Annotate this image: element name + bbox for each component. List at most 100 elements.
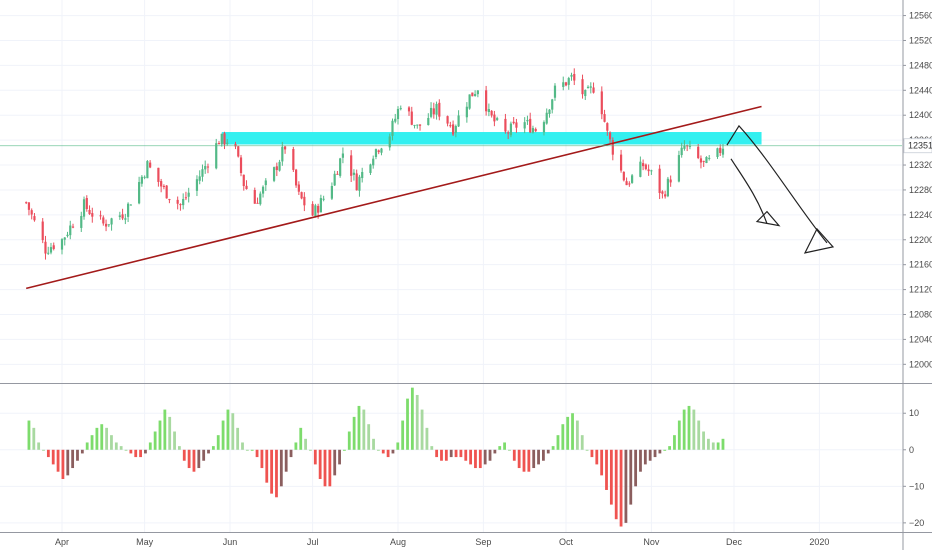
histogram-bar-negative (600, 449, 604, 476)
candle-bearish (606, 123, 609, 131)
candle-bullish (82, 199, 86, 217)
candle-bearish (534, 129, 537, 132)
candle-bullish (630, 175, 634, 183)
histogram-bar-negative (51, 449, 55, 465)
time-tick-label: Jun (223, 537, 238, 547)
histogram-bar-positive (673, 435, 676, 450)
histogram-bar-positive (114, 442, 118, 450)
candle-bullish (666, 178, 670, 197)
candle-bullish (361, 172, 364, 179)
candle-bullish (457, 115, 460, 127)
histogram-bar-positive (226, 409, 230, 450)
candle-bearish (529, 118, 532, 133)
histogram-bar-negative (187, 449, 191, 469)
price-tick-label: 12320 (909, 160, 932, 170)
candle-bearish (699, 158, 703, 163)
histogram-bar-positive (352, 416, 356, 450)
price-tick-label: 12040 (909, 334, 932, 344)
candle-bearish (30, 210, 33, 215)
candle-bullish (204, 166, 207, 170)
time-tick-label: May (136, 537, 154, 547)
candle-bullish (358, 176, 361, 191)
histogram-bar-negative (648, 449, 652, 461)
histogram-bar-positive (110, 435, 113, 450)
candle-bullish (388, 136, 391, 148)
candle-bearish (275, 166, 278, 171)
candle-bearish (564, 82, 568, 86)
candle-bullish (394, 118, 397, 122)
candle-bearish (25, 202, 28, 204)
histogram-bar-negative (279, 449, 283, 487)
candle-bullish (272, 167, 276, 181)
histogram-tick-label: −10 (909, 481, 924, 491)
candle-bullish (143, 176, 146, 178)
histogram-bar-negative (643, 449, 647, 465)
histogram-bar-negative (80, 449, 84, 454)
histogram-bar-positive (692, 409, 696, 450)
candle-bullish (476, 90, 479, 95)
candle-bullish (391, 120, 394, 136)
histogram-bar-negative (56, 449, 60, 472)
histogram-bar-negative (260, 449, 264, 469)
histogram-bar-negative (512, 449, 516, 461)
histogram-bar-positive (85, 442, 89, 450)
candle-bullish (429, 107, 433, 117)
histogram-bar-negative (202, 449, 206, 461)
histogram-bar-positive (663, 449, 667, 451)
histogram-bar-positive (575, 420, 579, 450)
candle-bullish (182, 199, 185, 206)
candle-bullish (650, 170, 653, 172)
candle-bearish (719, 147, 722, 153)
resistance-zone (221, 132, 762, 145)
price-tick-label: 12440 (909, 85, 932, 95)
histogram-bar-negative (270, 449, 274, 494)
candle-bullish (110, 218, 113, 225)
candle-bearish (239, 157, 243, 174)
candle-bullish (330, 185, 334, 199)
candle-bearish (625, 181, 628, 186)
candle-bearish (157, 167, 160, 182)
price-tick-label: 12400 (909, 110, 932, 120)
histogram-bar-negative (338, 449, 341, 465)
candle-bearish (512, 121, 515, 124)
candle-bullish (562, 82, 565, 87)
candle-bearish (52, 245, 55, 249)
histogram-bar-positive (425, 427, 429, 450)
candle-bearish (292, 149, 295, 170)
candle-bullish (333, 173, 336, 186)
histogram-bar-positive (163, 409, 167, 450)
candle-bearish (256, 202, 259, 204)
price-tick-label: 12280 (909, 185, 932, 195)
projection-arrowhead-long (803, 227, 835, 254)
histogram-bar-negative (192, 449, 196, 472)
candle-bullish (570, 74, 573, 77)
candle-bullish (60, 239, 64, 250)
histogram-bar-positive (508, 449, 511, 451)
histogram-bar-negative (197, 449, 201, 469)
histogram-bar-negative (313, 449, 317, 465)
histogram-bar-positive (347, 431, 351, 450)
histogram-bar-negative (440, 449, 443, 461)
candle-bullish (680, 147, 683, 156)
histogram-bar-positive (580, 435, 584, 450)
histogram-bar-negative (614, 449, 618, 520)
candle-bullish (372, 158, 375, 166)
histogram-bar-positive (95, 427, 99, 450)
price-tick-label: 12160 (909, 260, 932, 270)
histogram-bar-positive (357, 405, 361, 450)
candle-bullish (683, 145, 686, 149)
time-tick-label: Sep (475, 537, 491, 547)
histogram-bar-negative (634, 449, 638, 487)
candle-bullish (107, 224, 110, 226)
candle-bullish (124, 218, 127, 220)
current-price-tag-box (903, 138, 932, 154)
histogram-bar-positive (410, 387, 414, 450)
histogram-bar-negative (328, 449, 332, 487)
histogram-bar-positive (697, 420, 701, 450)
histogram-tick-label: 0 (909, 445, 914, 455)
grid (0, 0, 902, 532)
histogram-bar-positive (221, 420, 225, 450)
histogram-bar-negative (207, 449, 210, 454)
